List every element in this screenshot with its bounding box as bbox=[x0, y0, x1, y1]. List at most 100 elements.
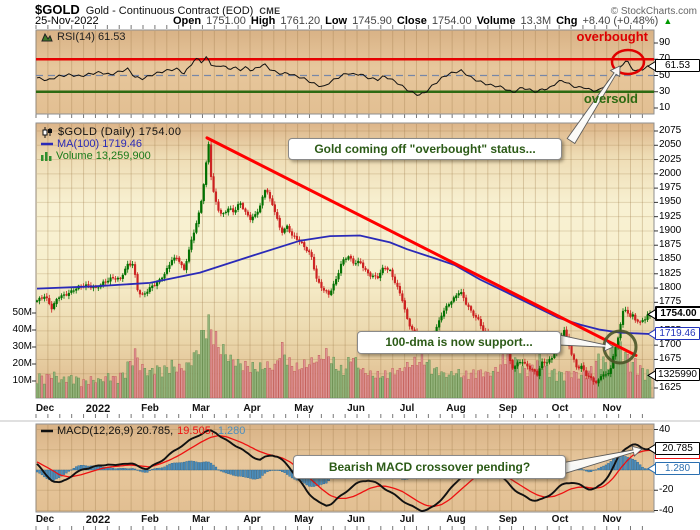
candlestick-icon bbox=[41, 126, 54, 138]
rsi-tick-label: 50 bbox=[659, 70, 671, 81]
price-tick-label: 1775 bbox=[659, 296, 682, 307]
volume-label: Volume bbox=[476, 15, 516, 27]
price-tick-label: 1900 bbox=[659, 225, 682, 236]
month-label: Apr bbox=[243, 514, 261, 525]
month-label: Feb bbox=[141, 514, 159, 525]
high-label: High bbox=[250, 15, 276, 27]
month-label: Mar bbox=[192, 514, 210, 525]
month-label: Nov bbox=[602, 514, 622, 525]
month-label: Jul bbox=[399, 403, 415, 414]
month-label: Nov bbox=[602, 403, 622, 414]
close-value: 1754.00 bbox=[431, 15, 472, 27]
price-tick-label: 2050 bbox=[659, 139, 682, 150]
overbought-label: overbought bbox=[576, 29, 649, 44]
annotation-overbought-status: Gold coming off "overbought" status... bbox=[288, 138, 562, 160]
main-volume-tag: 1325990 bbox=[655, 368, 700, 381]
rsi-tick-label: 70 bbox=[659, 53, 699, 64]
quote-row: 25-Nov-2022 Open 1751.00 High 1761.20 Low 1… bbox=[35, 15, 697, 27]
price-tick-label: 1800 bbox=[659, 282, 682, 293]
annotation-100dma-support: 100-dma is now support... bbox=[357, 331, 561, 354]
volume-value: 13.3M bbox=[520, 15, 552, 27]
main-legend-volume-text: Volume 13,259,900 bbox=[56, 150, 151, 162]
month-label: May bbox=[294, 514, 314, 525]
signal-value-tag-peek bbox=[655, 454, 700, 459]
month-label: Oct bbox=[551, 514, 569, 525]
price-tick-label: 1700 bbox=[659, 339, 682, 350]
main-legend-ma: MA(100) 1719.46 bbox=[41, 138, 142, 150]
exchange-label: CME bbox=[259, 6, 281, 16]
up-triangle-icon: ▲ bbox=[663, 16, 673, 26]
macd-tick-label: 40 bbox=[659, 424, 671, 435]
low-label: Low bbox=[325, 15, 348, 27]
macd-signal-legend-text: 19.505, bbox=[177, 425, 214, 437]
open-label: Open bbox=[173, 15, 202, 27]
month-label: Oct bbox=[551, 403, 569, 414]
volume-tick-label: 30M bbox=[12, 341, 32, 352]
price-tick-label: 1850 bbox=[659, 253, 682, 264]
close-label: Close bbox=[396, 15, 427, 27]
hist-value-tag: 1.280 bbox=[655, 462, 700, 475]
low-value: 1745.90 bbox=[352, 15, 392, 27]
month-label: Apr bbox=[243, 403, 261, 414]
month-label: Sep bbox=[498, 403, 518, 414]
price-tick-label: 2075 bbox=[659, 125, 682, 136]
price-tick-label: 1925 bbox=[659, 211, 682, 222]
month-label: 2022 bbox=[85, 403, 111, 415]
main-legend-symbol-text: $GOLD (Daily) 1754.00 bbox=[58, 126, 182, 138]
volume-tick-label: 10M bbox=[12, 375, 32, 386]
ticker-symbol: $GOLD bbox=[35, 2, 80, 17]
macd-legend-text: MACD(12,26,9) 20.785, bbox=[57, 425, 174, 437]
month-label: Aug bbox=[446, 514, 466, 525]
volume-tick-label: 40M bbox=[12, 324, 32, 335]
macd-legend: MACD(12,26,9) 20.785, 19.505, 1.280 bbox=[41, 425, 245, 437]
price-tick-label: 1875 bbox=[659, 239, 682, 250]
high-value: 1761.20 bbox=[280, 15, 321, 27]
volume-tick-label: 50M bbox=[12, 307, 32, 318]
chg-label: Chg bbox=[556, 15, 578, 27]
rsi-legend-text: RSI(14) 61.53 bbox=[57, 31, 126, 43]
main-legend-symbol: $GOLD (Daily) 1754.00 bbox=[41, 126, 181, 138]
oversold-label: oversold bbox=[583, 91, 638, 106]
volume-tick-label: 20M bbox=[12, 358, 32, 369]
month-label: Dec bbox=[35, 514, 55, 525]
chg-value: +8.40 (+0.48%) bbox=[582, 15, 659, 27]
month-label: Jun bbox=[347, 403, 365, 414]
macd-tick-label: -40 bbox=[659, 505, 674, 516]
month-label: Feb bbox=[141, 403, 159, 414]
price-tick-label: 1975 bbox=[659, 182, 682, 193]
open-value: 1751.00 bbox=[206, 15, 246, 27]
price-tick-label: 1825 bbox=[659, 268, 682, 279]
month-label: 2022 bbox=[85, 514, 111, 526]
macd-line-icon bbox=[41, 429, 53, 433]
rsi-tick-label: 30 bbox=[659, 86, 671, 97]
main-legend-volume: Volume 13,259,900 bbox=[41, 150, 151, 162]
rsi-value-tag: 61.53 bbox=[655, 59, 700, 72]
annotation-macd-crossover: Bearish MACD crossover pending? bbox=[293, 455, 566, 479]
price-tick-label: 2025 bbox=[659, 154, 682, 165]
macd-hist-legend-text: 1.280 bbox=[217, 425, 246, 437]
main-price-tag: 1754.00 bbox=[655, 306, 700, 321]
copyright-label: © StockCharts.com bbox=[610, 6, 697, 17]
rsi-tick-label: 10 bbox=[659, 102, 671, 113]
macd-tick-label: -20 bbox=[659, 484, 674, 495]
main-legend-ma-text: MA(100) 1719.46 bbox=[57, 138, 142, 150]
quote-date: 25-Nov-2022 bbox=[35, 15, 99, 27]
rsi-legend: RSI(14) 61.53 bbox=[41, 31, 125, 43]
rsi-tick-label: 90 bbox=[659, 37, 671, 48]
month-label: Mar bbox=[192, 403, 210, 414]
main-ma-tag: 1719.46 bbox=[655, 327, 700, 340]
month-label: Jul bbox=[399, 514, 415, 525]
price-tick-label: 1950 bbox=[659, 196, 682, 207]
quote-values: Open 1751.00 High 1761.20 Low 1745.90 Close… bbox=[173, 15, 672, 27]
price-tick-label: 1675 bbox=[659, 353, 682, 364]
month-label: Sep bbox=[498, 514, 518, 525]
month-label: May bbox=[294, 403, 314, 414]
price-tick-label: 2000 bbox=[659, 168, 682, 179]
macd-value-tag: 20.785 bbox=[655, 442, 700, 455]
month-label: Dec bbox=[35, 403, 55, 414]
ma-line-icon bbox=[41, 142, 53, 146]
instrument-name: Gold - Continuous Contract (EOD) bbox=[85, 5, 254, 17]
chart-header: $GOLD Gold - Continuous Contract (EOD) C… bbox=[35, 2, 697, 17]
